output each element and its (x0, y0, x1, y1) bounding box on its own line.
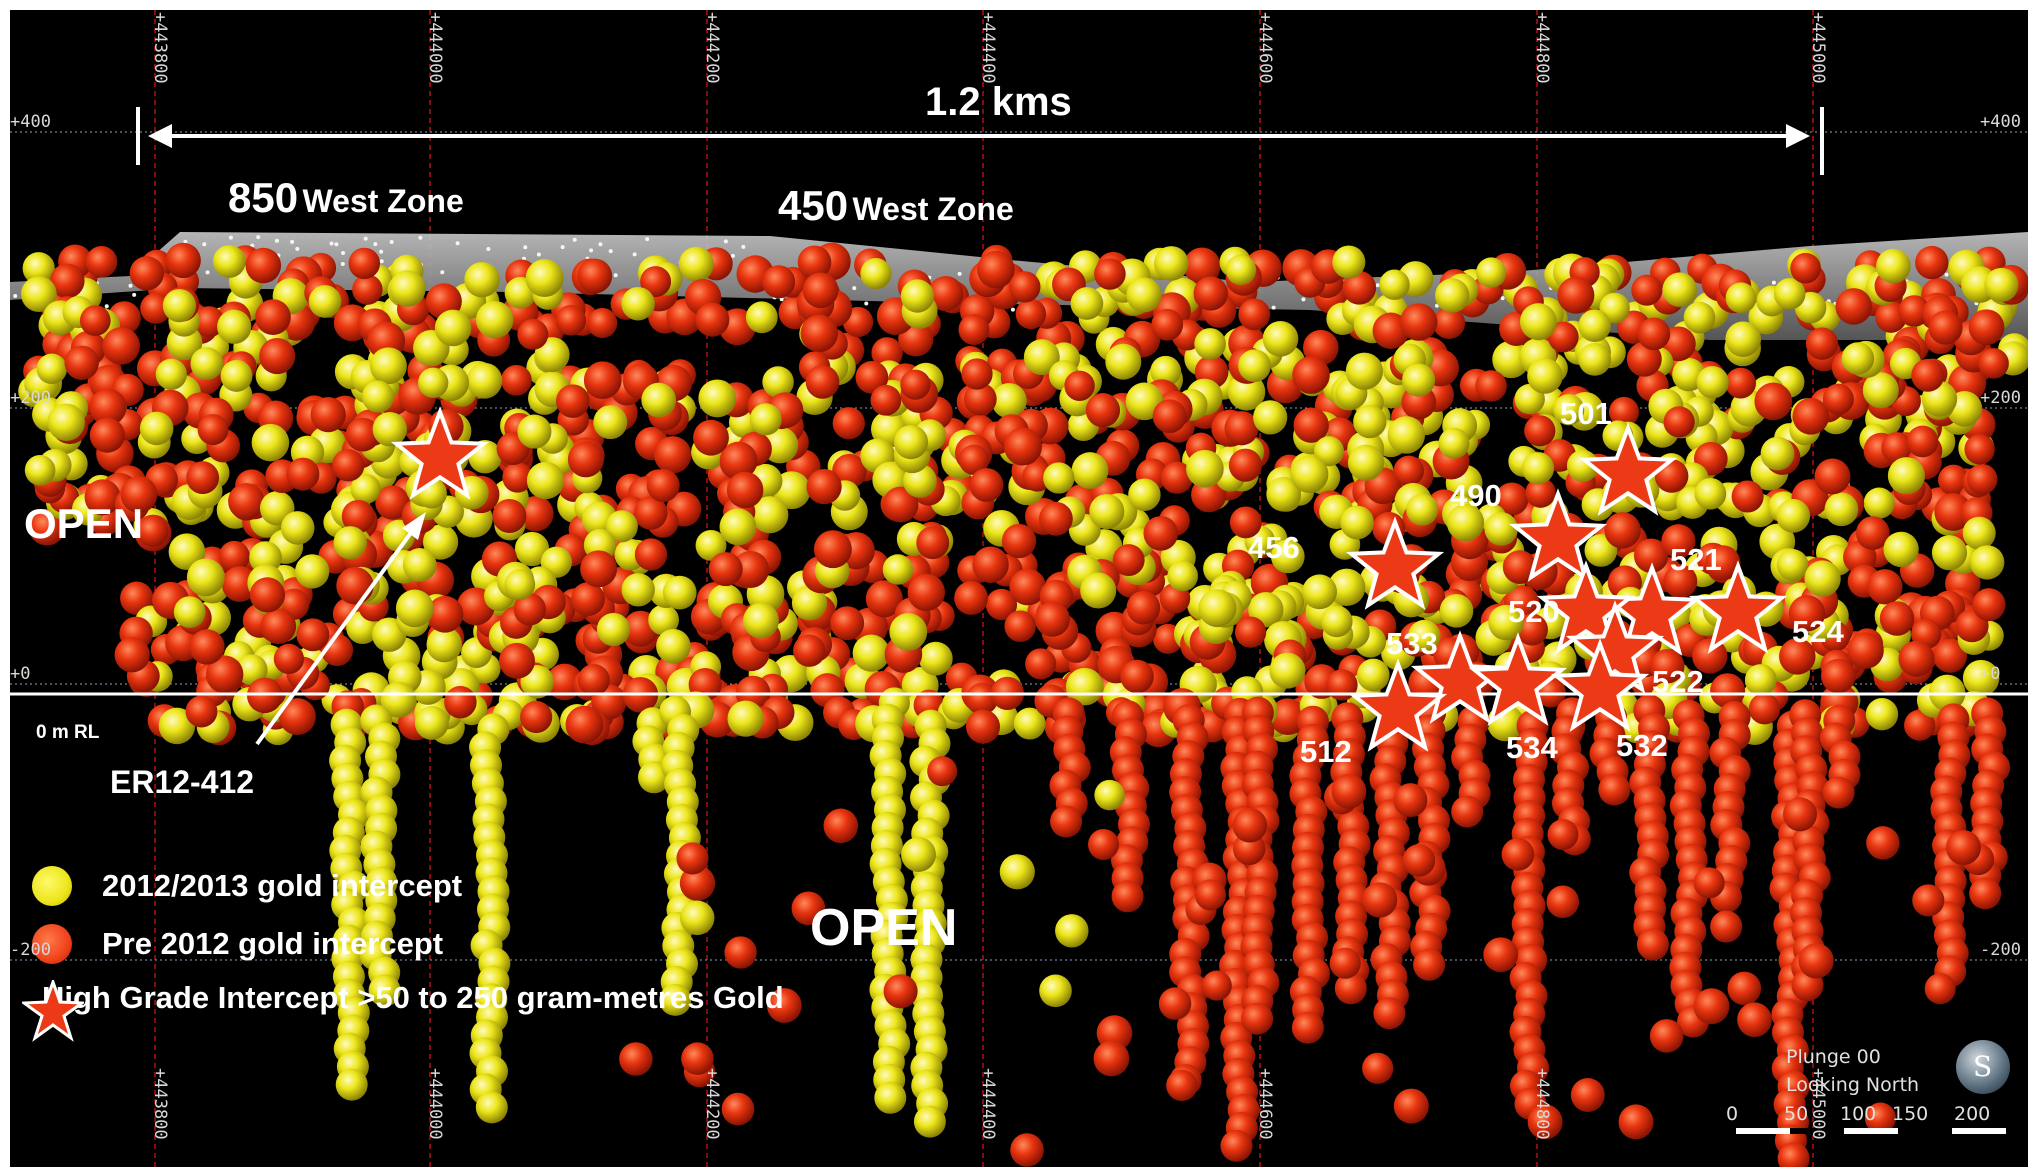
yellow-circle-icon (32, 866, 72, 906)
rl-grid-label: +0 (10, 664, 30, 684)
hole-number-label: 490 (1450, 478, 1502, 514)
scale-tick-label: 50 (1784, 1103, 1808, 1125)
zone-label-850: 850 West Zone (228, 174, 464, 222)
scale-bar-line (1736, 1128, 2006, 1134)
legend-item-recent: 2012/2013 gold intercept (32, 866, 462, 906)
hole-number-label: 456 (1248, 530, 1300, 566)
scale-tick-label: 100 (1840, 1103, 1876, 1125)
looking-label: Looking North (1786, 1074, 1919, 1096)
scale-tick-label: 150 (1892, 1103, 1928, 1125)
span-label: 1.2 kms (925, 80, 1072, 125)
hole-number-label: 524 (1792, 614, 1844, 650)
compass-letter: S (1973, 1050, 1992, 1083)
legend-label: 2012/2013 gold intercept (102, 868, 462, 904)
arrow-head-right-icon (1786, 124, 1810, 148)
legend-item-pre2012: Pre 2012 gold intercept (32, 924, 443, 964)
hole-number-label: 501 (1560, 396, 1612, 432)
easting-label: +444200 (702, 12, 722, 84)
zone-name: West Zone (853, 191, 1014, 227)
easting-label: +444400 (978, 1068, 998, 1140)
rl-grid-label: +200 (10, 388, 51, 408)
easting-label: +445000 (1808, 1068, 1828, 1140)
easting-label: +444000 (425, 12, 445, 84)
easting-label: +445000 (1808, 12, 1828, 84)
hole-number-label: 520 (1508, 594, 1560, 630)
easting-label: +444600 (1255, 12, 1275, 84)
rl-grid-label: -200 (1980, 940, 2021, 960)
rl-grid-label: +0 (1980, 664, 2000, 684)
easting-label: +444000 (425, 1068, 445, 1140)
hole-number-label: 522 (1652, 664, 1704, 700)
easting-label: +444800 (1532, 12, 1552, 84)
easting-label: +444800 (1532, 1068, 1552, 1140)
easting-label: +444600 (1255, 1068, 1275, 1140)
hole-number-label: 532 (1616, 728, 1668, 764)
long-section-view: 1.2 kms 850 West Zone 450 West Zone OPEN… (10, 10, 2028, 1167)
rl-grid-label: +200 (1980, 388, 2021, 408)
zone-name: West Zone (303, 183, 464, 219)
zone-number: 850 (228, 174, 298, 221)
legend-label: High Grade Intercept >50 to 250 gram-met… (42, 980, 784, 1016)
open-label-west: OPEN (24, 500, 143, 548)
hole-number-label: 533 (1386, 626, 1438, 662)
red-star-icon (22, 980, 84, 1042)
rl-grid-label: +400 (1980, 112, 2021, 132)
intercept-spheres (18, 243, 2028, 1167)
legend-item-high-grade: High Grade Intercept >50 to 250 gram-met… (22, 980, 784, 1016)
open-label-depth: OPEN (810, 898, 957, 958)
easting-label: +444400 (978, 12, 998, 84)
easting-label: +444200 (702, 1068, 722, 1140)
hole-number-label: 534 (1506, 730, 1558, 766)
scale-bar-segment (1898, 1128, 1952, 1134)
plunge-label: Plunge 00 (1786, 1046, 1881, 1068)
rl-grid-label: -200 (10, 940, 51, 960)
arrow-head-left-icon (148, 124, 172, 148)
rl-zero-label: 0 m RL (36, 722, 99, 744)
zone-label-450: 450 West Zone (778, 182, 1014, 230)
easting-label: +443800 (150, 1068, 170, 1140)
scale-tick-label: 0 (1726, 1103, 1738, 1125)
hole-number-label: 512 (1300, 734, 1352, 770)
legend-label: Pre 2012 gold intercept (102, 926, 443, 962)
hole-number-label: 521 (1670, 542, 1722, 578)
hole-callout-label: ER12-412 (110, 764, 254, 801)
compass-icon: S (1956, 1040, 2010, 1094)
easting-label: +443800 (150, 12, 170, 84)
zone-number: 450 (778, 182, 848, 229)
rl-grid-label: +400 (10, 112, 51, 132)
scale-tick-label: 200 (1954, 1103, 1990, 1125)
